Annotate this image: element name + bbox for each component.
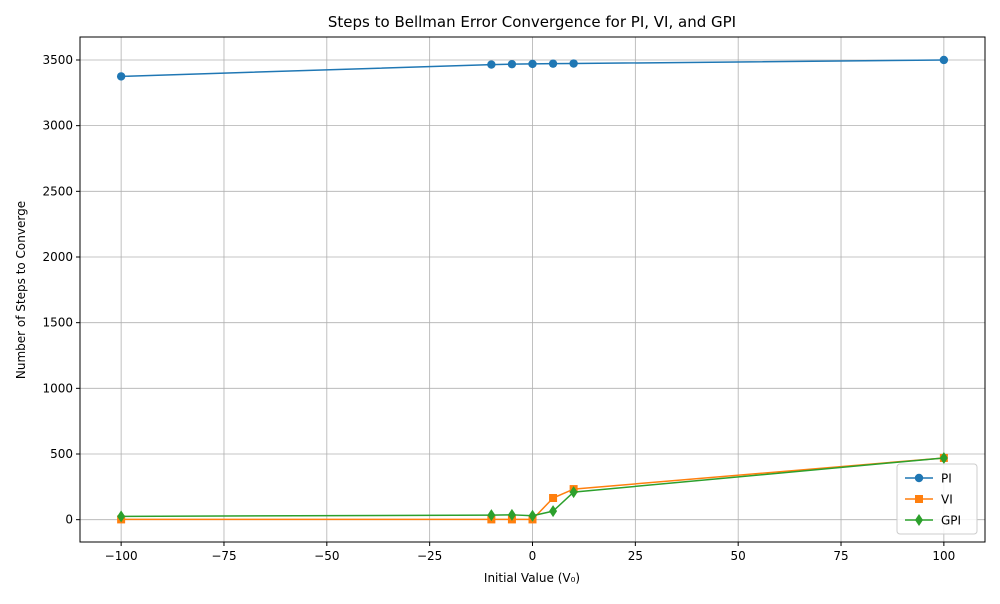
x-tick-label: 75 (833, 549, 848, 563)
series-pi (116, 55, 949, 81)
data-point-gpi (117, 510, 126, 523)
legend-item-vi: VI (905, 493, 953, 507)
x-tick-label: 50 (731, 549, 746, 563)
legend-label-gpi: GPI (941, 514, 961, 528)
data-point-pi (116, 72, 126, 81)
legend-marker-pi (914, 473, 924, 483)
axis-ticks: −100 −75 −50 −25 0 25 50 75 10005001000150020002… (42, 53, 955, 563)
legend-label-vi: VI (941, 493, 953, 507)
y-tick-label: 500 (50, 447, 73, 461)
y-axis-label: Number of Steps to Converge (14, 201, 28, 379)
data-point-gpi (549, 505, 558, 518)
data-point-gpi (528, 509, 537, 522)
chart-title: Steps to Bellman Error Convergence for P… (328, 13, 736, 31)
data-point-gpi (487, 509, 496, 522)
y-tick-label: 2000 (42, 250, 73, 264)
data-point-vi (549, 494, 558, 503)
x-tick-label: 0 (529, 549, 537, 563)
data-point-pi (569, 59, 578, 68)
legend-item-pi: PI (905, 472, 952, 486)
x-tick-label: −75 (211, 549, 236, 563)
legend-label-pi: PI (941, 472, 952, 486)
data-point-pi (507, 59, 517, 69)
y-tick-label: 1500 (42, 316, 73, 330)
data-point-pi (528, 59, 537, 69)
x-tick-label: −25 (417, 549, 442, 563)
data-point-pi (939, 55, 949, 65)
x-tick-label: 100 (932, 549, 955, 563)
x-axis-label: Initial Value (V₀) (484, 571, 580, 585)
data-point-pi (487, 60, 496, 69)
data-point-gpi (569, 486, 578, 499)
legend-marker-vi (915, 495, 923, 503)
legend-item-gpi: GPI (905, 514, 961, 528)
data-point-gpi (507, 508, 516, 521)
x-tick-label: −50 (314, 549, 339, 563)
legend: PI VI GPI (896, 463, 978, 535)
y-tick-label: 3000 (42, 119, 73, 133)
x-tick-label: 25 (628, 549, 643, 563)
data-point-gpi (939, 451, 948, 464)
y-tick-label: 1000 (42, 381, 73, 395)
legend-marker-gpi (915, 514, 923, 526)
y-tick-label: 0 (65, 513, 73, 527)
y-tick-label: 3500 (42, 53, 73, 67)
y-tick-label: 2500 (42, 184, 73, 198)
series-gpi (117, 451, 948, 523)
x-tick-label: −100 (105, 549, 138, 563)
series-layer (116, 55, 949, 524)
data-point-pi (548, 59, 558, 68)
